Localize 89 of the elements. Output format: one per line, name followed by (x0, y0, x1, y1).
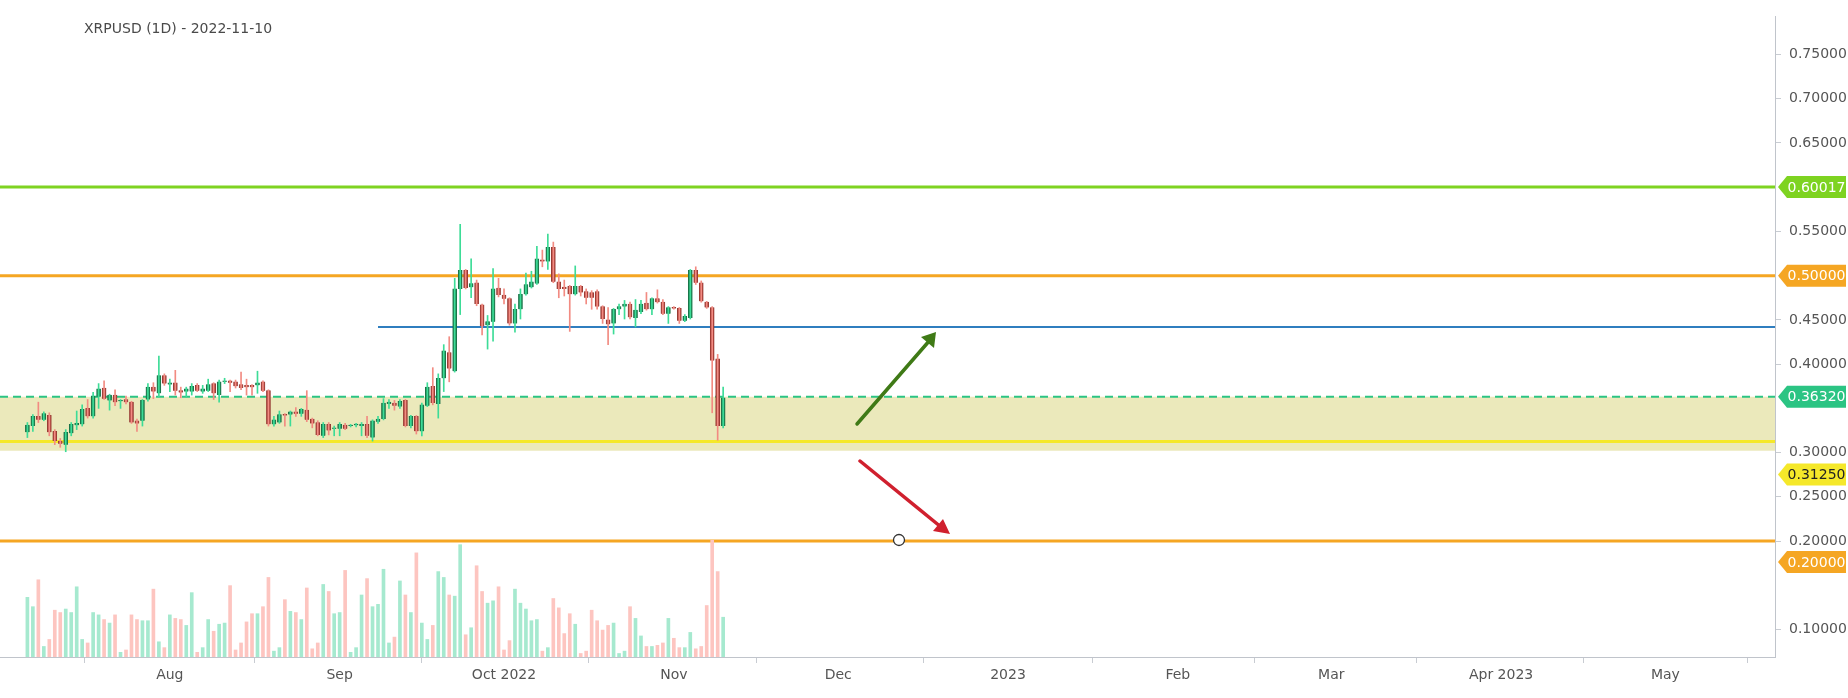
bar (146, 620, 150, 657)
bar (157, 641, 161, 657)
x-tick-label: Aug (156, 666, 184, 683)
ref-line-label: 0.60017 (1787, 178, 1846, 195)
bar (326, 591, 331, 657)
ref-line-label: 0.36320 (1787, 388, 1846, 405)
bar (272, 650, 276, 657)
bar (617, 653, 621, 657)
x-tick-label: May (1650, 666, 1680, 683)
x-tick-label: Apr 2023 (1468, 666, 1534, 683)
bar (102, 619, 106, 657)
bar (173, 618, 178, 657)
bar (573, 623, 578, 657)
x-tick-label: Dec (824, 666, 852, 683)
bar (447, 594, 452, 657)
y-tick-label: 0.10000 (1789, 620, 1847, 637)
candlestick (550, 241, 556, 284)
bar (491, 600, 495, 657)
y-tick-label: 0.25000 (1789, 487, 1847, 504)
y-tick-label: 0.40000 (1789, 354, 1847, 371)
bar (535, 619, 539, 657)
bar (178, 619, 183, 657)
bar (91, 612, 95, 657)
bar (650, 646, 654, 657)
x-tick-label: Nov (660, 666, 688, 683)
x-tick-label: Sep (326, 666, 353, 683)
ref-line-label: 0.31250 (1787, 466, 1846, 483)
bar (606, 625, 610, 657)
candlestick (46, 412, 52, 437)
bar (261, 606, 265, 657)
bar (228, 585, 232, 657)
ref-line-label: 0.50000 (1787, 267, 1846, 284)
bar (430, 625, 435, 657)
bar (42, 646, 46, 657)
candlestick (676, 307, 682, 324)
x-tick-label: 2023 (990, 666, 1026, 683)
bar (294, 612, 298, 657)
bar (299, 619, 304, 657)
bar (184, 625, 189, 657)
bar (398, 580, 402, 657)
bar (502, 649, 506, 657)
x-tick-label: Mar (1318, 666, 1345, 683)
y-tick-label: 0.70000 (1789, 89, 1847, 106)
bar (239, 642, 243, 657)
bar (376, 604, 380, 657)
bar (283, 599, 287, 657)
bar (195, 651, 200, 657)
y-tick-label: 0.55000 (1789, 222, 1847, 239)
bar (715, 571, 720, 657)
bar (441, 577, 446, 657)
bar (513, 588, 517, 657)
y-tick-label: 0.65000 (1789, 133, 1847, 150)
bar (343, 570, 347, 657)
y-tick-label: 0.45000 (1789, 310, 1847, 327)
bar (551, 598, 556, 657)
bar (595, 620, 599, 657)
bar (469, 627, 473, 657)
bar (387, 642, 391, 657)
bar (332, 613, 337, 657)
bar (321, 584, 326, 657)
bar (436, 571, 441, 657)
bar (47, 639, 52, 657)
bar (124, 649, 128, 657)
bar (189, 592, 194, 657)
x-tick-label: Feb (1165, 666, 1191, 683)
bar (639, 635, 643, 657)
bar (365, 578, 369, 657)
y-tick-label: 0.30000 (1789, 443, 1847, 460)
y-tick-label: 0.75000 (1789, 45, 1847, 62)
y-tick-label: 0.20000 (1789, 531, 1847, 548)
bar (524, 608, 528, 657)
bar (31, 606, 35, 657)
bar (567, 613, 572, 657)
x-tick-label: Oct 2022 (471, 666, 537, 683)
bar (315, 642, 320, 657)
bar (661, 642, 665, 657)
bar (250, 613, 254, 657)
bar (168, 614, 172, 657)
bar (409, 612, 413, 657)
bar (354, 647, 358, 657)
bar (113, 614, 117, 657)
bar (721, 616, 725, 657)
bar (546, 647, 550, 657)
bar (217, 623, 221, 657)
candlestick (172, 369, 178, 396)
bar (628, 606, 632, 657)
bar (135, 619, 139, 657)
bar (480, 591, 484, 657)
chart-title: XRPUSD (1D) - 2022-11-10 (84, 20, 273, 36)
